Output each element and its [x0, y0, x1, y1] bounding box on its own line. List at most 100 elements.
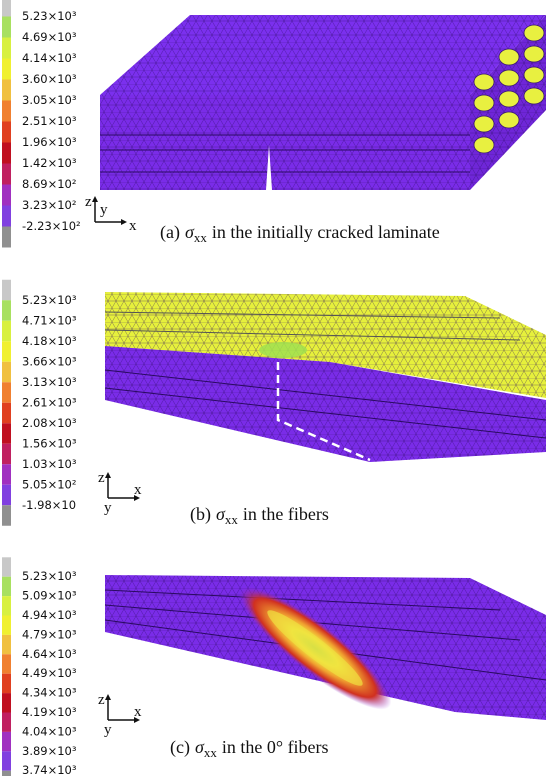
colorbar-segment: [2, 205, 11, 227]
colorbar-label: 3.89×10³: [22, 744, 77, 758]
colorbar-label: -2.23×10²: [22, 219, 81, 233]
axis-label: z: [85, 194, 92, 210]
colorbar-label: 1.42×10³: [22, 156, 77, 170]
colorbar-segment: [2, 100, 11, 122]
axis-label: z: [98, 692, 105, 708]
model-b: [104, 292, 546, 462]
colorbar-segment: [2, 361, 11, 383]
colorbar-label: 4.69×10³: [22, 30, 77, 44]
colorbar-label: 2.08×10³: [22, 416, 77, 430]
colorbar-label: 1.96×10³: [22, 135, 77, 149]
caption: (a) σxx in the initially cracked laminate: [160, 222, 440, 245]
colorbar-segment: [2, 16, 11, 38]
colorbar-segment: [2, 58, 11, 80]
colorbar-segment: [2, 693, 11, 713]
colorbar-label: 1.03×10³: [22, 457, 77, 471]
axis-label: x: [134, 482, 142, 498]
colorbar-label: 3.60×10³: [22, 72, 77, 86]
caption-text: in the 0° fibers: [222, 737, 329, 757]
colorbar-label: 4.14×10³: [22, 51, 77, 65]
caption-symbol: σ: [195, 737, 205, 757]
colorbar-segment: [2, 731, 11, 752]
model-a: [100, 15, 546, 190]
colorbar-segment: [2, 279, 11, 301]
axis-label: x: [129, 218, 137, 234]
colorbar-segment: [2, 121, 11, 143]
model-c: [104, 575, 546, 720]
colorbar-segment: [2, 634, 11, 655]
colorbar-label: 4.64×10³: [22, 647, 77, 661]
colorbar-label: 2.51×10³: [22, 114, 77, 128]
colorbar-segment: [2, 770, 11, 776]
colorbar-label: 5.23×10³: [22, 9, 77, 23]
colorbar-segment: [2, 37, 11, 59]
colorbar-label: 2.61×10³: [22, 395, 77, 409]
caption-label: (b): [190, 504, 211, 525]
colorbar-label: 4.71×10³: [22, 313, 77, 327]
arrow-head: [134, 495, 140, 501]
colorbar-segment: [2, 654, 11, 674]
colorbar-segment: [2, 300, 11, 321]
caption-subscript: xx: [204, 745, 218, 760]
caption-text: in the fibers: [243, 504, 329, 524]
axis-label: y: [104, 500, 112, 516]
colorbar-segment: [2, 0, 11, 17]
colorbar-label: 5.23×10³: [22, 293, 77, 307]
colorbar-label: 3.66×10³: [22, 354, 77, 368]
annotations: 5.23×10³ 4.69×10³ 4.14×10³ 3.60×10³ 3.05×10³…: [2, 0, 440, 776]
colorbar-segment: [2, 615, 11, 635]
colorbar-segment: [2, 226, 11, 248]
caption-subscript: xx: [225, 512, 239, 527]
colorbar-segment: [2, 382, 11, 403]
colorbar-label: 4.04×10³: [22, 724, 77, 738]
arrow-head: [134, 717, 140, 723]
caption-symbol: σ: [185, 222, 195, 242]
colorbar-label: 1.56×10³: [22, 436, 77, 450]
colorbar-segment: [2, 443, 11, 465]
colorbar-label: -1.98×10: [22, 498, 76, 512]
colorbar-label: 4.19×10³: [22, 705, 77, 719]
caption-label: (c): [170, 737, 190, 758]
arrow-head: [92, 196, 98, 202]
colorbar-segment: [2, 402, 11, 424]
colorbar-segment: [2, 557, 11, 577]
colorbar-segment: [2, 341, 11, 362]
axis-label: y: [100, 202, 108, 218]
colorbar-segment: [2, 423, 11, 444]
colorbar-segment: [2, 464, 11, 485]
colorbar-label: 3.74×10³: [22, 763, 77, 776]
colorbar-label: 4.18×10³: [22, 334, 77, 348]
colorbar-label: 5.23×10³: [22, 569, 77, 583]
arrow-head: [121, 219, 127, 225]
colorbar-label: 3.23×10²: [22, 198, 77, 212]
colorbar-segment: [2, 751, 11, 771]
colorbar-segment: [2, 576, 11, 597]
arrow-head: [105, 694, 111, 700]
colorbar-label: 3.13×10³: [22, 375, 77, 389]
caption: (c) σxx in the 0° fibers: [170, 737, 329, 760]
colorbar-segment: [2, 712, 11, 732]
colorbar-label: 4.49×10³: [22, 666, 77, 680]
colorbar-label: 5.05×10²: [22, 477, 77, 491]
colorbar-label: 4.34×10³: [22, 686, 77, 700]
colorbar-segment: [2, 184, 11, 206]
colorbar-label: 8.69×10²: [22, 177, 77, 191]
colorbar-segment: [2, 320, 11, 342]
axis-label: z: [98, 470, 105, 486]
caption: (b) σxx in the fibers: [190, 504, 329, 527]
caption-label: (a): [160, 222, 180, 243]
colorbar-segment: [2, 596, 11, 616]
arrow-head: [105, 472, 111, 478]
colorbar-segment: [2, 163, 11, 185]
colorbar-segment: [2, 79, 11, 101]
axis-label: x: [134, 704, 142, 720]
colorbar-segment: [2, 673, 11, 694]
caption-text: in the initially cracked laminate: [212, 222, 440, 242]
colorbar-segment: [2, 142, 11, 164]
colorbar-label: 4.94×10³: [22, 608, 77, 622]
colorbar-label: 3.05×10³: [22, 93, 77, 107]
colorbar-label: 5.09×10³: [22, 589, 77, 603]
colorbar-segment: [2, 505, 11, 526]
caption-symbol: σ: [216, 504, 226, 524]
